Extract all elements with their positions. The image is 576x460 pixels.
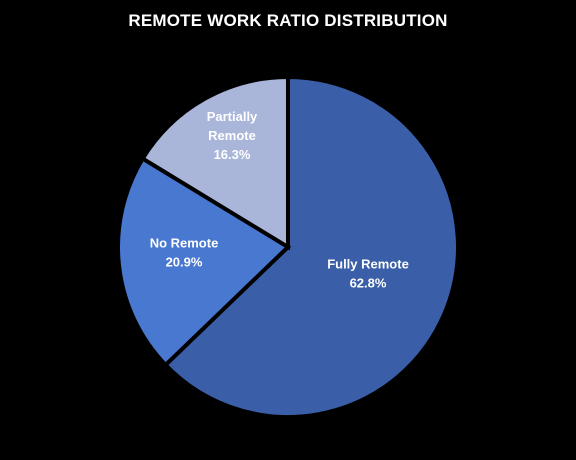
slice-name-label: No Remote xyxy=(150,236,219,251)
slice-value-label: 16.3% xyxy=(214,147,251,162)
data-label-partially-remote: Partially Remote 16.3% xyxy=(207,109,258,162)
slice-value-label: 20.9% xyxy=(166,255,203,270)
chart-title: REMOTE WORK RATIO DISTRIBUTION xyxy=(128,11,448,30)
slice-name-label: Partially xyxy=(207,109,258,124)
data-label-fully-remote: Fully Remote 62.8% xyxy=(327,257,409,291)
pie-slice-no-remote xyxy=(116,155,292,368)
slice-name-label: Fully Remote xyxy=(327,257,409,272)
slice-value-label: 62.8% xyxy=(350,276,387,291)
slice-name-label: Remote xyxy=(208,128,256,143)
data-label-no-remote: No Remote 20.9% xyxy=(150,236,219,270)
pie-slice-fully-remote xyxy=(162,74,460,419)
pie-slice-partially-remote xyxy=(140,74,290,251)
